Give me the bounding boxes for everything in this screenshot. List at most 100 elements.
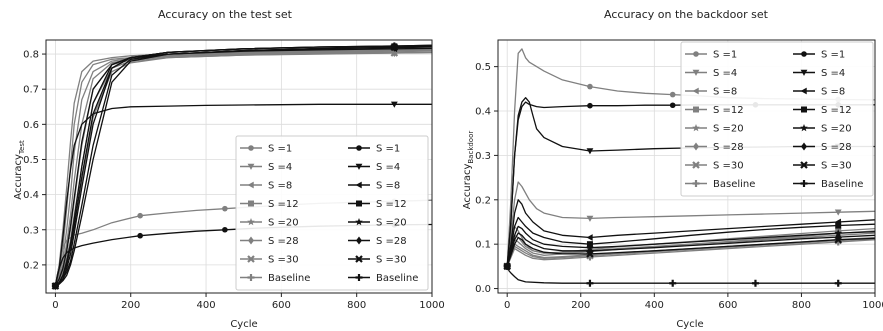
y-axis-label-sub: Test bbox=[18, 140, 26, 155]
legend-label: S =1 bbox=[713, 50, 737, 61]
legend-marker bbox=[247, 274, 255, 281]
legend-item: S =4 bbox=[240, 162, 292, 173]
x-tick-label: 0 bbox=[504, 300, 510, 311]
legend-marker bbox=[801, 142, 807, 151]
legend-marker bbox=[692, 69, 700, 76]
legend-label: S =20 bbox=[268, 218, 299, 229]
y-tick-label: 0.5 bbox=[23, 155, 39, 166]
x-tick-label: 600 bbox=[272, 300, 291, 311]
y-tick-label: 0.3 bbox=[475, 151, 491, 162]
legend-marker bbox=[355, 218, 363, 226]
data-point bbox=[669, 102, 676, 109]
series-line bbox=[506, 266, 875, 284]
legend-marker bbox=[356, 145, 362, 151]
legend-item: S =12 bbox=[240, 199, 299, 210]
legend-item: S =30 bbox=[793, 161, 852, 172]
data-point bbox=[586, 215, 594, 222]
legend-label: S =12 bbox=[268, 199, 299, 210]
legend-marker bbox=[800, 180, 808, 187]
legend-item: S =12 bbox=[793, 105, 852, 116]
legend-label: Baseline bbox=[713, 179, 755, 190]
legend-label: S =8 bbox=[713, 87, 737, 98]
legend-label: S =8 bbox=[821, 87, 845, 98]
legend-label: S =12 bbox=[713, 105, 744, 116]
data-point bbox=[669, 91, 676, 98]
legend-label: S =20 bbox=[713, 124, 744, 135]
legend-item: S =20 bbox=[240, 218, 299, 229]
legend-label: S =4 bbox=[268, 162, 292, 173]
legend-item: S =8 bbox=[240, 181, 292, 192]
legend-label: S =4 bbox=[713, 68, 737, 79]
legend-marker bbox=[355, 255, 363, 263]
legend-label: S =30 bbox=[821, 161, 852, 172]
legend-label: S =28 bbox=[376, 236, 407, 247]
data-point bbox=[834, 235, 842, 244]
legend-item: S =28 bbox=[793, 142, 852, 153]
legend-marker bbox=[247, 218, 255, 226]
data-point bbox=[587, 83, 593, 90]
y-tick-label: 0.2 bbox=[475, 195, 491, 206]
legend-item: S =30 bbox=[685, 161, 744, 172]
legend-marker bbox=[356, 236, 362, 245]
legend-item: S =8 bbox=[685, 87, 737, 98]
legend-item: S =20 bbox=[793, 124, 852, 135]
x-tick-label: 800 bbox=[792, 300, 811, 311]
legend-label: S =28 bbox=[268, 236, 299, 247]
legend-marker bbox=[692, 124, 700, 132]
legend: S =1 S =4 S =8 S =12 S =20 S =28 S =30 Baseline… bbox=[235, 135, 429, 291]
data-point bbox=[587, 102, 593, 109]
series-line bbox=[506, 216, 876, 267]
legend-label: S =1 bbox=[821, 50, 845, 61]
data-point bbox=[222, 226, 228, 233]
axes-frame bbox=[497, 39, 876, 294]
legend-item: S =8 bbox=[348, 181, 400, 192]
y-axis-label: AccuracyBackdoor bbox=[462, 131, 475, 210]
legend-box bbox=[235, 135, 429, 291]
legend-label: Baseline bbox=[376, 273, 418, 284]
data-point bbox=[834, 209, 842, 216]
y-tick-label: 0.4 bbox=[23, 190, 39, 201]
legend-item: S =4 bbox=[348, 162, 400, 173]
x-axis-label: Cycle bbox=[676, 319, 703, 330]
legend-item: S =8 bbox=[793, 87, 845, 98]
y-axis-label: AccuracyTest bbox=[13, 140, 26, 200]
series-line bbox=[506, 199, 876, 267]
series-line bbox=[54, 103, 432, 287]
legend-label: S =12 bbox=[376, 199, 407, 210]
legend-item: S =30 bbox=[348, 255, 407, 266]
legend-marker bbox=[247, 255, 255, 263]
series-line bbox=[506, 181, 876, 267]
legend-marker bbox=[355, 274, 363, 281]
x-tick-label: 1000 bbox=[419, 300, 444, 311]
legend-label: S =20 bbox=[821, 124, 852, 135]
legend-marker bbox=[801, 51, 807, 57]
data-point bbox=[669, 279, 677, 287]
legend-label: S =30 bbox=[376, 255, 407, 266]
legend-label: S =1 bbox=[268, 144, 292, 155]
legend-label: S =8 bbox=[376, 181, 400, 192]
y-tick-label: 0.8 bbox=[23, 50, 39, 61]
legend-marker bbox=[248, 145, 254, 151]
legend-label: S =12 bbox=[821, 105, 852, 116]
legend-label: S =28 bbox=[821, 142, 852, 153]
series-line bbox=[506, 236, 876, 267]
data-point bbox=[137, 212, 143, 219]
series-black-plus bbox=[503, 262, 875, 287]
legend-label: S =30 bbox=[713, 161, 744, 172]
legend-marker bbox=[247, 181, 254, 189]
legend-marker bbox=[355, 181, 362, 189]
legend-marker bbox=[800, 124, 808, 132]
x-axis-label: Cycle bbox=[230, 319, 257, 330]
panel-test-accuracy: Accuracy on the test set Cycle AccuracyT… bbox=[13, 8, 445, 330]
legend-marker bbox=[356, 200, 362, 207]
y-tick-label: 0.0 bbox=[475, 284, 491, 295]
legend-marker bbox=[693, 106, 699, 113]
data-point bbox=[834, 229, 843, 237]
data-point bbox=[834, 279, 842, 287]
series-line bbox=[54, 47, 433, 287]
y-tick-label: 0.7 bbox=[23, 85, 39, 96]
series-line bbox=[55, 46, 433, 287]
data-point bbox=[586, 279, 594, 287]
plot-area: 0 200 400 600 800 1000 0.2 0.3 0.4 0.5 0.6 0.7 0.8 S … bbox=[23, 39, 445, 311]
